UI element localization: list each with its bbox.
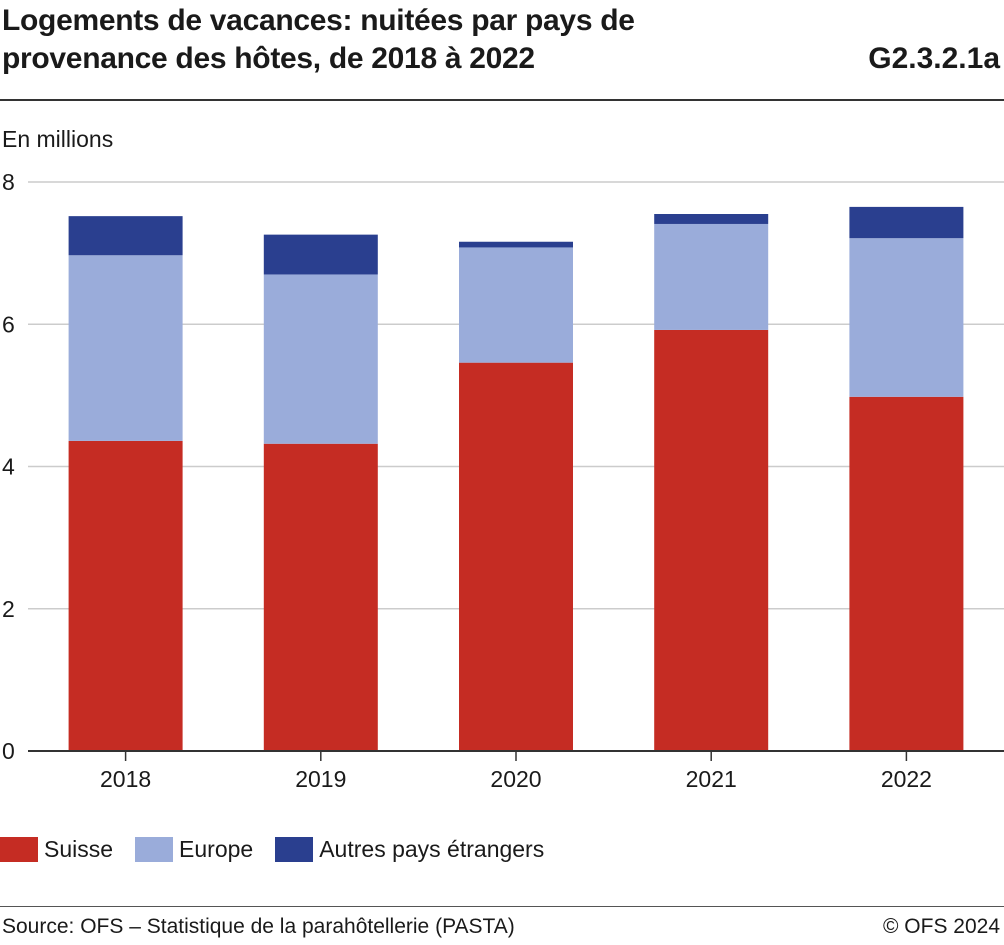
x-tick-label-2019: 2019	[295, 766, 346, 792]
y-tick-label-2: 2	[2, 596, 15, 622]
header-divider	[0, 99, 1004, 101]
y-tick-label-0: 0	[2, 738, 15, 764]
y-tick-label-8: 8	[2, 169, 15, 195]
source-note: Source: OFS – Statistique de la parahôte…	[2, 915, 515, 938]
bar-2018-autres-pays-étrangers	[68, 216, 183, 256]
y-tick-label-6: 6	[2, 311, 15, 337]
legend-label-europe: Europe	[179, 835, 254, 862]
bar-2019-europe	[263, 274, 378, 444]
bar-2020-europe	[459, 247, 573, 363]
legend-swatch-europe	[135, 836, 174, 862]
legend-item-autres: Autres pays étrangers	[275, 836, 544, 863]
bar-2021-autres-pays-étrangers	[654, 214, 769, 224]
legend-swatch-autres	[275, 836, 314, 862]
legend-swatch-suisse	[0, 836, 38, 862]
bar-2022-suisse	[849, 396, 964, 751]
y-tick-label-4: 4	[2, 454, 15, 480]
copyright-note: © OFS 2024	[882, 915, 1000, 938]
x-tick-label-2020: 2020	[490, 766, 541, 792]
bar-2019-suisse	[263, 443, 378, 751]
bar-2019-autres-pays-étrangers	[263, 234, 378, 275]
chart-title: Logements de vacances: nuitées par pays …	[2, 4, 635, 75]
y-axis-unit-label: En millions	[2, 126, 114, 152]
bar-2021-suisse	[654, 329, 769, 751]
bars	[68, 206, 964, 751]
legend: Suisse Europe Autres pays étrangers	[0, 833, 566, 865]
bar-2021-europe	[654, 223, 769, 330]
stacked-bar-chart: 0 2 4 6 8 2018 2019 2020 2021 2022	[2, 169, 1004, 792]
bar-2018-suisse	[68, 440, 183, 751]
bar-2020-suisse	[459, 362, 573, 751]
bar-2018-europe	[68, 255, 183, 441]
legend-label-autres: Autres pays étrangers	[319, 835, 545, 862]
chart-code: G2.3.2.1a	[868, 42, 1000, 75]
bar-2022-europe	[849, 238, 964, 397]
bar-2022-autres-pays-étrangers	[849, 206, 964, 239]
legend-label-suisse: Suisse	[44, 835, 114, 862]
legend-item-europe: Europe	[135, 836, 253, 863]
x-tick-label-2021: 2021	[686, 766, 737, 792]
legend-item-suisse: Suisse	[0, 836, 113, 863]
footer-divider	[0, 906, 1004, 907]
x-tick-label-2018: 2018	[100, 766, 151, 792]
x-tick-label-2022: 2022	[881, 766, 932, 792]
axes: 0 2 4 6 8 2018 2019 2020 2021 2022	[2, 169, 1004, 792]
bar-2020-autres-pays-étrangers	[459, 241, 573, 248]
